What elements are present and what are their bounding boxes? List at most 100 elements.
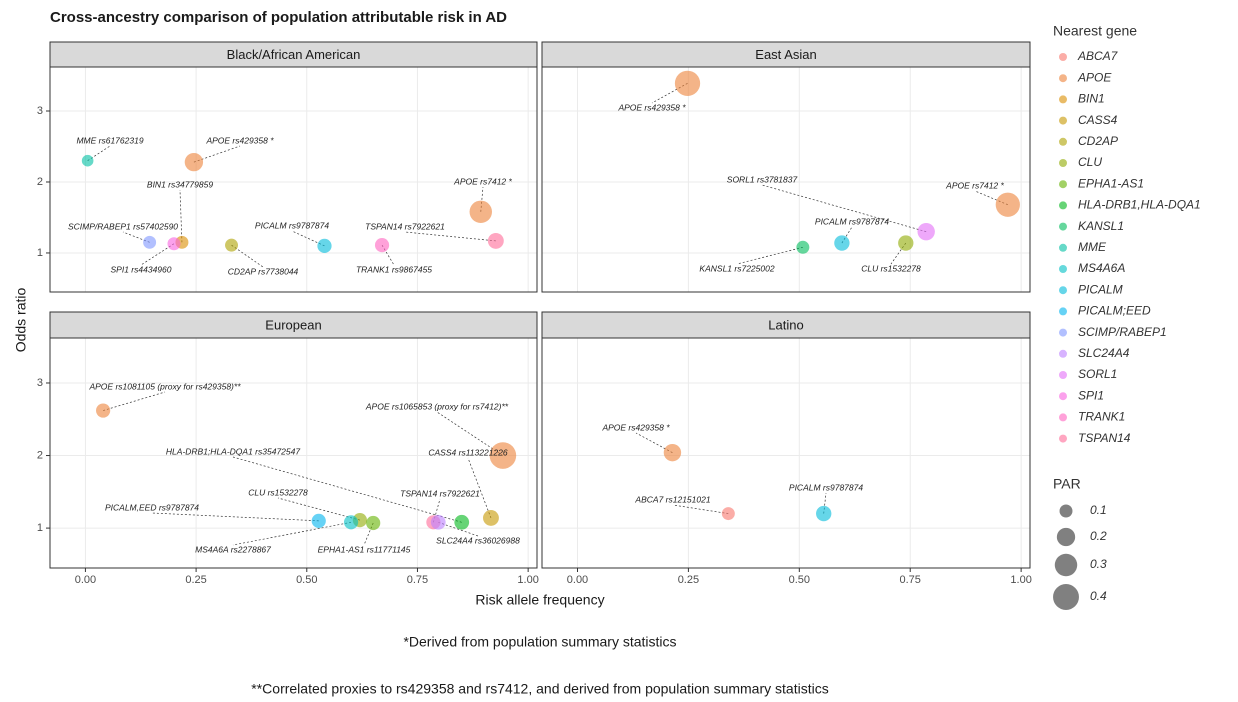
- legend-swatch: [1059, 307, 1067, 316]
- x-tick-label: 0.75: [407, 574, 428, 586]
- legend-label: KANSL1: [1078, 219, 1124, 233]
- legend-swatch: [1059, 434, 1067, 443]
- point: [487, 232, 504, 249]
- point: [317, 238, 332, 253]
- point: [834, 235, 850, 251]
- y-tick-label: 1: [37, 522, 43, 534]
- footnote: *Derived from population summary statist…: [403, 634, 676, 650]
- point: [430, 514, 446, 530]
- size-legend-label: 0.2: [1090, 529, 1107, 543]
- point: [184, 152, 204, 172]
- legend-label: CASS4: [1078, 113, 1118, 127]
- leader-line: [140, 243, 175, 266]
- legend-label: SLC24A4: [1078, 346, 1130, 360]
- facet-title: East Asian: [755, 47, 816, 62]
- legend-label: EPHA1-AS1: [1078, 176, 1144, 190]
- legend-label: SORL1: [1078, 367, 1117, 381]
- point: [96, 403, 111, 418]
- point-label: APOE rs429358 *: [205, 135, 274, 145]
- legend-swatch: [1059, 371, 1067, 379]
- legend-label: MME: [1078, 240, 1107, 254]
- legend-swatch: [1059, 159, 1067, 167]
- size-legend-mark: [1053, 584, 1079, 610]
- point-label: APOE rs7412 *: [453, 176, 512, 186]
- point-label: TSPAN14 rs7922621: [365, 221, 445, 231]
- leader-line: [179, 189, 183, 243]
- leader-line: [823, 492, 827, 514]
- facet-title: European: [265, 317, 321, 332]
- size-legend-label: 0.1: [1090, 503, 1107, 517]
- facet-title: Black/African American: [227, 47, 361, 62]
- leader-line: [467, 457, 492, 519]
- point-label: CLU rs1532278: [861, 263, 921, 273]
- x-axis-label: Risk allele frequency: [475, 592, 604, 608]
- leader-line: [761, 184, 927, 233]
- facet-strip: [49, 311, 538, 339]
- panel-background: [542, 338, 1030, 568]
- panel-border: [49, 66, 538, 293]
- point-label: MME rs61762319: [76, 135, 143, 145]
- leader-line: [672, 504, 729, 514]
- x-tick-label: 0.00: [567, 574, 588, 586]
- point-label: CASS4 rs113221226: [428, 447, 508, 457]
- legend-swatch: [1059, 180, 1067, 189]
- leader-line: [651, 83, 688, 104]
- point-label: PICALM rs9787874: [815, 216, 889, 226]
- point: [81, 154, 94, 167]
- point-label: HLA-DRB1;HLA-DQA1 rs35472547: [166, 446, 300, 456]
- point-label: PICALM rs9787874: [255, 220, 329, 230]
- y-tick-label: 2: [37, 449, 43, 461]
- leader-line: [103, 391, 166, 411]
- legend-label: MS4A6A: [1078, 261, 1125, 275]
- point-label: CLU rs1532278: [248, 487, 308, 497]
- point-label: SCIMP/RABEP1 rs57402590: [68, 221, 178, 231]
- legend-swatch: [1059, 53, 1067, 61]
- size-legend-mark: [1059, 504, 1073, 518]
- leader-line: [841, 226, 853, 244]
- point: [374, 238, 390, 253]
- point-label: PICALM rs9787874: [789, 482, 863, 492]
- point-label: BIN1 rs34779859: [147, 179, 213, 189]
- footnote: **Correlated proxies to rs429358 and rs7…: [251, 681, 828, 697]
- point-label: KANSL1 rs7225002: [699, 263, 774, 273]
- size-legend-label: 0.3: [1090, 557, 1107, 571]
- legend-label: HLA-DRB1,HLA-DQA1: [1078, 198, 1201, 212]
- legend-swatch: [1059, 413, 1067, 422]
- panel-background: [50, 67, 537, 292]
- legend-swatch: [1059, 243, 1067, 252]
- point: [454, 514, 470, 530]
- panel-border: [49, 337, 538, 569]
- leader-line: [635, 432, 673, 453]
- leader-line: [736, 246, 803, 265]
- point-label: TSPAN14 rs7922621: [400, 488, 480, 498]
- point: [674, 70, 701, 96]
- legend-swatch: [1059, 392, 1067, 401]
- point: [311, 513, 326, 528]
- x-tick-label: 0.00: [75, 574, 96, 586]
- facet-strip: [541, 311, 1031, 339]
- legend-swatch: [1059, 222, 1067, 231]
- legend-swatch: [1059, 328, 1067, 337]
- panel-border: [541, 66, 1031, 293]
- point: [167, 237, 181, 251]
- legend-label: TSPAN14: [1078, 431, 1131, 445]
- x-tick-label: 0.25: [185, 574, 206, 586]
- point: [489, 442, 517, 469]
- panel-background: [542, 67, 1030, 292]
- legend-label: ABCA7: [1077, 49, 1119, 63]
- point-label: SORL1 rs3781837: [727, 174, 798, 184]
- point: [816, 505, 832, 522]
- legend-swatch: [1059, 349, 1067, 358]
- x-tick-label: 0.75: [900, 574, 921, 586]
- point-label: PICALM,EED rs9787874: [105, 502, 199, 512]
- x-tick-label: 1.00: [1010, 574, 1031, 586]
- panel-border: [541, 337, 1031, 569]
- panel-background: [50, 338, 537, 568]
- leader-line: [232, 521, 352, 546]
- leader-line: [438, 521, 479, 537]
- facet-strip: [541, 41, 1031, 68]
- legend-label: SPI1: [1078, 388, 1104, 402]
- chart-title: Cross-ancestry comparison of population …: [50, 9, 507, 26]
- legend-swatch: [1059, 201, 1067, 210]
